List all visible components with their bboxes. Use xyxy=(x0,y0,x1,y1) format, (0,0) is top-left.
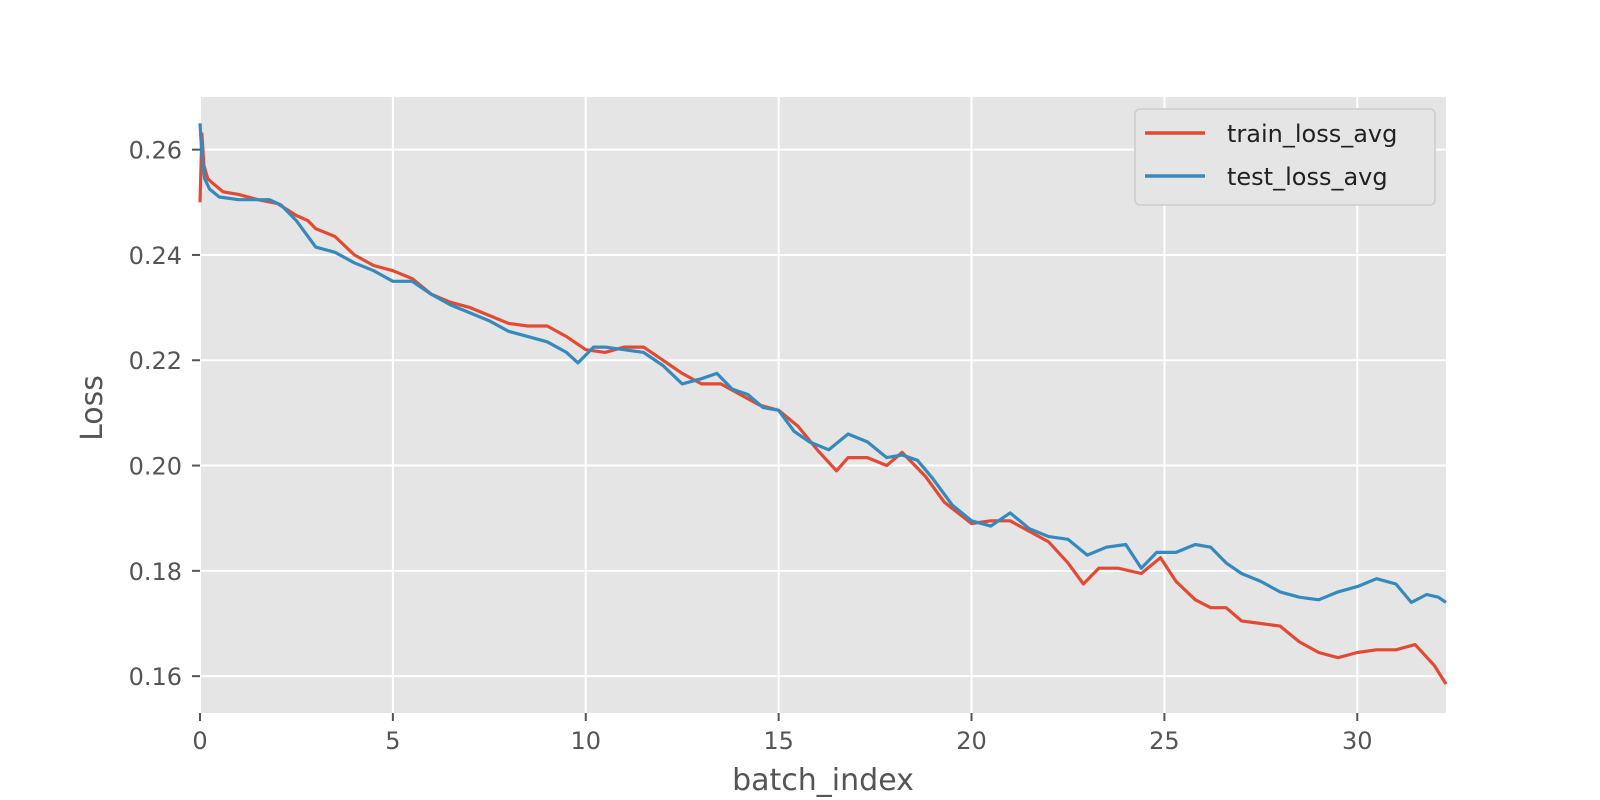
x-tick-label: 25 xyxy=(1149,727,1180,755)
x-tick-label: 0 xyxy=(192,727,207,755)
x-axis-ticks: 0 5 10 15 20 25 30 xyxy=(192,713,1373,755)
y-tick-label: 0.20 xyxy=(129,453,182,481)
legend: train_loss_avg test_loss_avg xyxy=(1134,108,1436,206)
y-tick-label: 0.22 xyxy=(129,347,182,375)
legend-label-test_loss_avg: test_loss_avg xyxy=(1227,163,1388,191)
x-axis-label: batch_index xyxy=(732,763,914,798)
y-tick-label: 0.24 xyxy=(129,242,182,270)
x-tick-label: 20 xyxy=(956,727,987,755)
y-tick-label: 0.26 xyxy=(129,137,182,165)
y-tick-label: 0.18 xyxy=(129,558,182,586)
legend-label-train_loss_avg: train_loss_avg xyxy=(1227,120,1397,148)
legend-box xyxy=(1134,108,1436,206)
series-layer xyxy=(198,123,1448,685)
grid-lines xyxy=(199,97,1446,713)
series-line-train_loss_avg xyxy=(198,132,1448,685)
y-axis-label: Loss xyxy=(75,375,110,441)
y-axis-ticks: 0.16 0.18 0.20 0.22 0.24 0.26 xyxy=(129,137,200,691)
x-tick-label: 30 xyxy=(1342,727,1373,755)
x-tick-label: 15 xyxy=(763,727,794,755)
x-tick-label: 10 xyxy=(570,727,601,755)
x-tick-label: 5 xyxy=(385,727,400,755)
y-tick-label: 0.16 xyxy=(129,663,182,691)
series-line-test_loss_avg xyxy=(198,123,1447,604)
